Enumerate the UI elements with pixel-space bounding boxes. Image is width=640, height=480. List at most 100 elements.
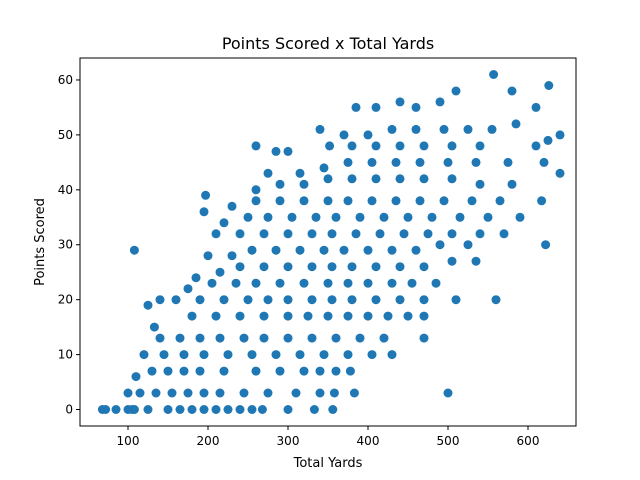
data-point: [263, 212, 273, 222]
data-point: [327, 295, 337, 305]
y-tick-label: 50: [58, 128, 73, 142]
data-point: [251, 141, 261, 151]
data-point: [391, 196, 401, 206]
data-point: [329, 388, 339, 398]
data-point: [391, 157, 401, 167]
data-point: [483, 212, 493, 222]
data-point: [355, 333, 365, 343]
data-point: [199, 350, 209, 360]
data-point: [171, 295, 181, 305]
data-point: [155, 333, 165, 343]
data-point: [259, 262, 269, 272]
data-point: [499, 229, 509, 239]
data-point: [159, 350, 169, 360]
data-point: [531, 141, 541, 151]
data-point: [399, 229, 409, 239]
data-point: [319, 245, 329, 255]
data-point: [343, 196, 353, 206]
data-point: [259, 311, 269, 321]
data-point: [203, 251, 213, 261]
data-point: [447, 229, 457, 239]
data-point: [299, 366, 309, 376]
data-point: [211, 405, 221, 414]
data-point: [467, 196, 477, 206]
data-point: [129, 245, 139, 255]
data-point: [371, 141, 381, 151]
data-point: [151, 388, 161, 398]
data-point: [323, 311, 333, 321]
data-point: [403, 212, 413, 222]
data-point: [167, 388, 177, 398]
data-point: [163, 405, 173, 414]
data-point: [339, 130, 349, 140]
x-tick-label: 500: [437, 434, 460, 448]
data-point: [555, 168, 565, 178]
data-point: [439, 196, 449, 206]
data-point: [379, 212, 389, 222]
data-point: [215, 267, 225, 277]
data-point: [243, 295, 253, 305]
data-point: [355, 212, 365, 222]
data-point: [283, 311, 293, 321]
data-point: [507, 179, 517, 189]
data-point: [395, 141, 405, 151]
data-point: [451, 86, 461, 96]
plot-frame: [79, 57, 577, 427]
data-point: [447, 256, 457, 266]
data-point: [451, 295, 461, 305]
data-point: [363, 130, 373, 140]
data-point: [363, 311, 373, 321]
data-point: [143, 300, 153, 310]
data-point: [201, 190, 211, 200]
data-point: [243, 212, 253, 222]
y-axis-label: Points Scored: [33, 198, 48, 286]
data-point: [195, 295, 205, 305]
data-point: [259, 333, 269, 343]
data-point: [331, 333, 341, 343]
data-point: [295, 350, 305, 360]
data-point: [439, 124, 449, 134]
data-point: [191, 273, 201, 283]
data-point: [219, 295, 229, 305]
y-tick-label: 30: [58, 238, 73, 252]
data-point: [343, 311, 353, 321]
data-point: [215, 388, 225, 398]
data-point: [407, 278, 417, 288]
data-point: [383, 311, 393, 321]
data-point: [315, 366, 325, 376]
y-tick-label: 10: [58, 348, 73, 362]
data-point: [271, 350, 281, 360]
data-point: [489, 70, 499, 79]
data-point: [251, 196, 261, 206]
data-point: [207, 278, 217, 288]
data-point: [328, 405, 338, 414]
data-point: [325, 141, 335, 151]
data-point: [349, 388, 359, 398]
data-point: [515, 212, 525, 222]
data-point: [163, 366, 173, 376]
data-point: [239, 388, 249, 398]
data-point: [447, 141, 457, 151]
data-point: [351, 102, 361, 112]
data-point: [283, 333, 293, 343]
data-point: [511, 119, 521, 129]
data-point: [179, 350, 189, 360]
data-point: [231, 278, 241, 288]
data-point: [175, 405, 185, 414]
data-point: [411, 245, 421, 255]
x-tick-label: 100: [117, 434, 140, 448]
data-point: [251, 366, 261, 376]
data-point: [215, 333, 225, 343]
data-point: [235, 262, 245, 272]
data-point: [143, 405, 153, 414]
data-point: [183, 284, 193, 294]
data-point: [443, 388, 453, 398]
data-point: [371, 295, 381, 305]
data-point: [371, 174, 381, 184]
data-point: [543, 135, 553, 145]
data-point: [287, 212, 297, 222]
data-point: [503, 157, 513, 167]
data-point: [419, 295, 429, 305]
data-point: [431, 278, 441, 288]
data-point: [239, 333, 249, 343]
